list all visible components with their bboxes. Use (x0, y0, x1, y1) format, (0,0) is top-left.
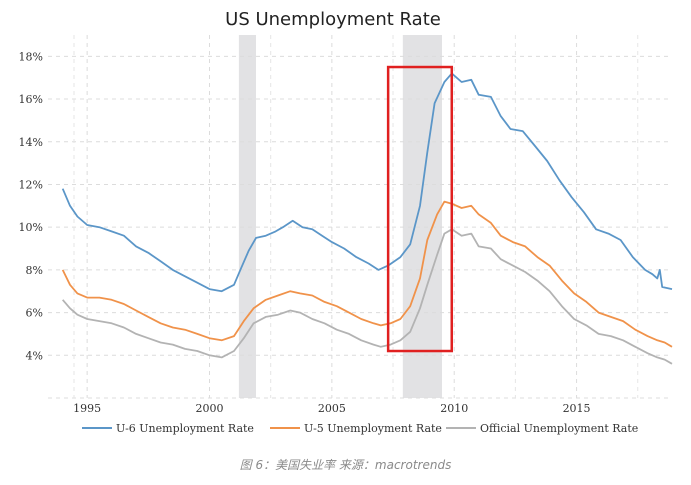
y-axis-ticks: 4% 6% 8% 10% 12% 14% 16% 18% (19, 50, 43, 362)
x-tick-label-4: 2010 (440, 402, 468, 415)
highlight-box-layer (386, 65, 454, 353)
gridlines (48, 35, 672, 399)
y-tick-label-1: 4% (26, 349, 43, 362)
series-line-3 (62, 228, 673, 365)
legend-label-3: Official Unemployment Rate (480, 422, 638, 435)
chart-title: US Unemployment Rate (225, 9, 441, 30)
y-tick-label-6: 14% (19, 136, 43, 149)
highlight-box (386, 65, 454, 353)
series-line-1 (61, 72, 673, 293)
x-tick-label-3: 2005 (318, 402, 346, 415)
y-tick-label-4: 10% (19, 221, 43, 234)
y-tick-label-5: 12% (19, 178, 43, 191)
x-tick-label-2: 2000 (196, 402, 224, 415)
recession-bands (238, 35, 442, 398)
figure-caption: 图 6：美国失业率 来源：macrotrends (239, 458, 452, 472)
legend-label-2: U-5 Unemployment Rate (304, 422, 442, 435)
legend-label-1: U-6 Unemployment Rate (116, 422, 254, 435)
x-tick-label-5: 2015 (563, 402, 591, 415)
x-tick-label-1: 1995 (73, 402, 101, 415)
y-tick-label-2: 6% (26, 307, 43, 320)
series-line-2 (61, 200, 673, 348)
legend: U-6 Unemployment Rate U-5 Unemployment Ra… (82, 422, 638, 435)
y-tick-label-3: 8% (26, 264, 43, 277)
x-axis-ticks: 1995 2000 2005 2010 2015 (73, 402, 590, 415)
recession-band-1 (238, 35, 256, 398)
y-tick-label-7: 16% (19, 93, 43, 106)
y-tick-label-8: 18% (19, 50, 43, 63)
series-lines (61, 72, 673, 365)
